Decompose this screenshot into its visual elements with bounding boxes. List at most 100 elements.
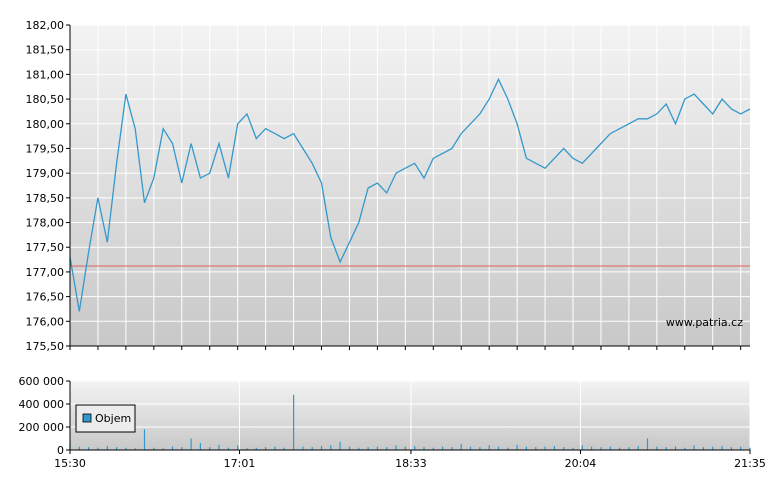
volume-bar	[600, 447, 602, 450]
price-y-tick-label: 177,50	[26, 241, 65, 254]
volume-x-tick-label: 18:33	[395, 457, 427, 470]
volume-bar	[721, 446, 723, 450]
volume-bar	[656, 446, 658, 450]
volume-bar	[227, 447, 229, 450]
volume-y-tick-label: 0	[57, 444, 64, 457]
volume-bar	[190, 438, 192, 450]
volume-x-tick-label: 17:01	[224, 457, 256, 470]
volume-x-axis: 15:30 17:01 18:33 20:04 21:35	[54, 450, 766, 470]
volume-bar	[339, 441, 341, 450]
volume-bar	[702, 447, 704, 450]
volume-bar	[442, 446, 444, 450]
volume-bar	[181, 447, 183, 450]
volume-bar	[693, 445, 695, 450]
volume-bar	[404, 446, 406, 450]
price-y-tick-label: 176,50	[26, 291, 65, 304]
price-plot-area	[70, 25, 750, 346]
volume-bar	[563, 447, 565, 450]
volume-bar	[479, 447, 481, 450]
volume-bar	[591, 446, 593, 450]
volume-bar	[730, 447, 732, 450]
volume-y-tick-label: 600 000	[19, 375, 65, 388]
volume-bar	[330, 445, 332, 450]
price-y-tick-label: 181,00	[26, 68, 65, 81]
volume-bar	[535, 447, 537, 450]
volume-legend: Objem	[75, 404, 136, 433]
volume-bar	[665, 447, 667, 450]
volume-bar	[311, 447, 313, 450]
volume-bar	[740, 446, 742, 450]
volume-bar	[237, 445, 239, 450]
volume-bar	[134, 448, 136, 450]
volume-x-tick-label: 20:04	[565, 457, 597, 470]
volume-bar	[320, 446, 323, 450]
volume-bar	[553, 446, 555, 450]
volume-bar	[153, 447, 155, 450]
price-y-tick-label: 178,00	[26, 217, 65, 230]
price-y-tick-label: 180,50	[26, 93, 65, 106]
price-y-axis: 182,00 181,50 181,00 180,50 180,00 179,50 179,…	[26, 19, 70, 353]
volume-panel: 600 000 400 000 200 000 0 15:30 17:01 18:33 20…	[19, 375, 766, 470]
volume-bar	[246, 448, 248, 450]
volume-bar	[637, 446, 639, 450]
volume-bar	[516, 444, 518, 450]
volume-bar	[106, 446, 108, 450]
volume-bar	[469, 446, 472, 450]
volume-bar	[265, 447, 267, 450]
volume-bar	[395, 445, 397, 450]
volume-bar	[609, 446, 611, 450]
volume-bar	[209, 447, 211, 450]
volume-bar	[125, 447, 127, 450]
volume-bar	[255, 447, 257, 450]
price-y-tick-label: 181,50	[26, 44, 65, 57]
volume-bars	[69, 394, 751, 451]
volume-bar	[432, 447, 434, 450]
volume-bar	[414, 446, 416, 450]
volume-bar	[116, 447, 118, 450]
volume-bar	[367, 447, 369, 450]
volume-y-axis: 600 000 400 000 200 000 0	[19, 375, 70, 457]
price-y-tick-label: 179,00	[26, 167, 65, 180]
volume-bar	[386, 447, 388, 450]
volume-bar	[97, 447, 99, 450]
volume-bar	[358, 447, 360, 450]
volume-bar	[143, 429, 146, 450]
price-y-tick-label: 182,00	[26, 19, 65, 32]
volume-bar	[628, 447, 630, 450]
volume-bar	[497, 446, 500, 450]
price-y-tick-label: 178,50	[26, 192, 65, 205]
price-x-ticks	[69, 346, 742, 350]
volume-bar	[544, 446, 546, 450]
price-y-tick-label: 179,50	[26, 142, 65, 155]
volume-plot-area	[70, 381, 750, 450]
volume-bar	[619, 447, 621, 450]
volume-bar	[293, 394, 295, 450]
volume-bar	[646, 438, 649, 450]
volume-x-tick-label: 21:35	[734, 457, 766, 470]
price-y-tick-label: 176,00	[26, 315, 65, 328]
watermark: www.patria.cz	[666, 316, 743, 329]
volume-bar	[171, 446, 174, 450]
volume-bar	[507, 447, 509, 450]
volume-y-tick-label: 400 000	[19, 398, 65, 411]
volume-x-tick-label: 15:30	[54, 457, 86, 470]
volume-bar	[525, 446, 527, 450]
volume-bar	[423, 447, 425, 450]
volume-bar	[674, 446, 677, 450]
price-y-tick-label: 180,00	[26, 118, 65, 131]
volume-bar	[684, 447, 686, 450]
volume-bar	[302, 446, 304, 450]
volume-bar	[218, 444, 220, 450]
volume-bar	[581, 445, 583, 450]
volume-bar	[460, 444, 462, 451]
legend-swatch	[82, 413, 92, 423]
price-panel: 182,00 181,50 181,00 180,50 180,00 179,50 179,…	[26, 19, 751, 353]
volume-bar	[274, 446, 276, 450]
volume-bar	[283, 447, 285, 450]
volume-y-tick-label: 200 000	[19, 421, 65, 434]
volume-bar	[376, 446, 378, 450]
volume-bar	[78, 446, 80, 450]
legend-label: Objem	[95, 412, 131, 425]
price-y-tick-label: 177,00	[26, 266, 65, 279]
